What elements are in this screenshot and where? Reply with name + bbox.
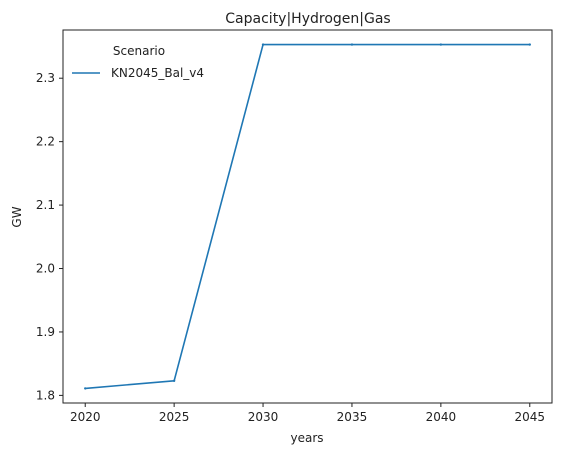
series-point-KN2045_Bal_v4 bbox=[84, 387, 87, 390]
x-tick-label: 2030 bbox=[248, 410, 279, 424]
legend: Scenario KN2045_Bal_v4 bbox=[72, 44, 204, 80]
y-tick-label: 2.1 bbox=[36, 198, 55, 212]
series-layer bbox=[84, 43, 531, 390]
series-point-KN2045_Bal_v4 bbox=[528, 43, 531, 46]
series-point-KN2045_Bal_v4 bbox=[261, 43, 265, 46]
series-point-KN2045_Bal_v4 bbox=[439, 43, 443, 46]
y-tick-label: 2.3 bbox=[36, 71, 55, 85]
x-tick-label: 2035 bbox=[337, 410, 368, 424]
y-axis-label: GW bbox=[10, 206, 24, 227]
x-tick-label: 2020 bbox=[70, 410, 101, 424]
y-tick-label: 2.0 bbox=[36, 262, 55, 276]
x-tick-label: 2045 bbox=[514, 410, 545, 424]
legend-title: Scenario bbox=[113, 44, 165, 58]
series-line-KN2045_Bal_v4 bbox=[85, 43, 530, 390]
x-ticks: 2020 2025 2030 2035 2040 2045 bbox=[70, 403, 545, 424]
x-tick-label: 2040 bbox=[426, 410, 457, 424]
axes-group bbox=[62, 29, 553, 404]
y-tick-label: 1.9 bbox=[36, 325, 55, 339]
y-tick-label: 2.2 bbox=[36, 135, 55, 149]
y-tick-label: 1.8 bbox=[36, 388, 55, 402]
series-point-KN2045_Bal_v4 bbox=[172, 379, 176, 382]
x-axis-label: years bbox=[290, 431, 323, 445]
y-ticks: 1.8 1.9 2.0 2.1 2.2 2.3 bbox=[36, 71, 63, 402]
legend-series-label: KN2045_Bal_v4 bbox=[111, 66, 204, 80]
plot-frame bbox=[62, 29, 553, 404]
x-tick-label: 2025 bbox=[159, 410, 190, 424]
chart-title: Capacity|Hydrogen|Gas bbox=[225, 11, 390, 27]
series-point-KN2045_Bal_v4 bbox=[350, 43, 354, 46]
